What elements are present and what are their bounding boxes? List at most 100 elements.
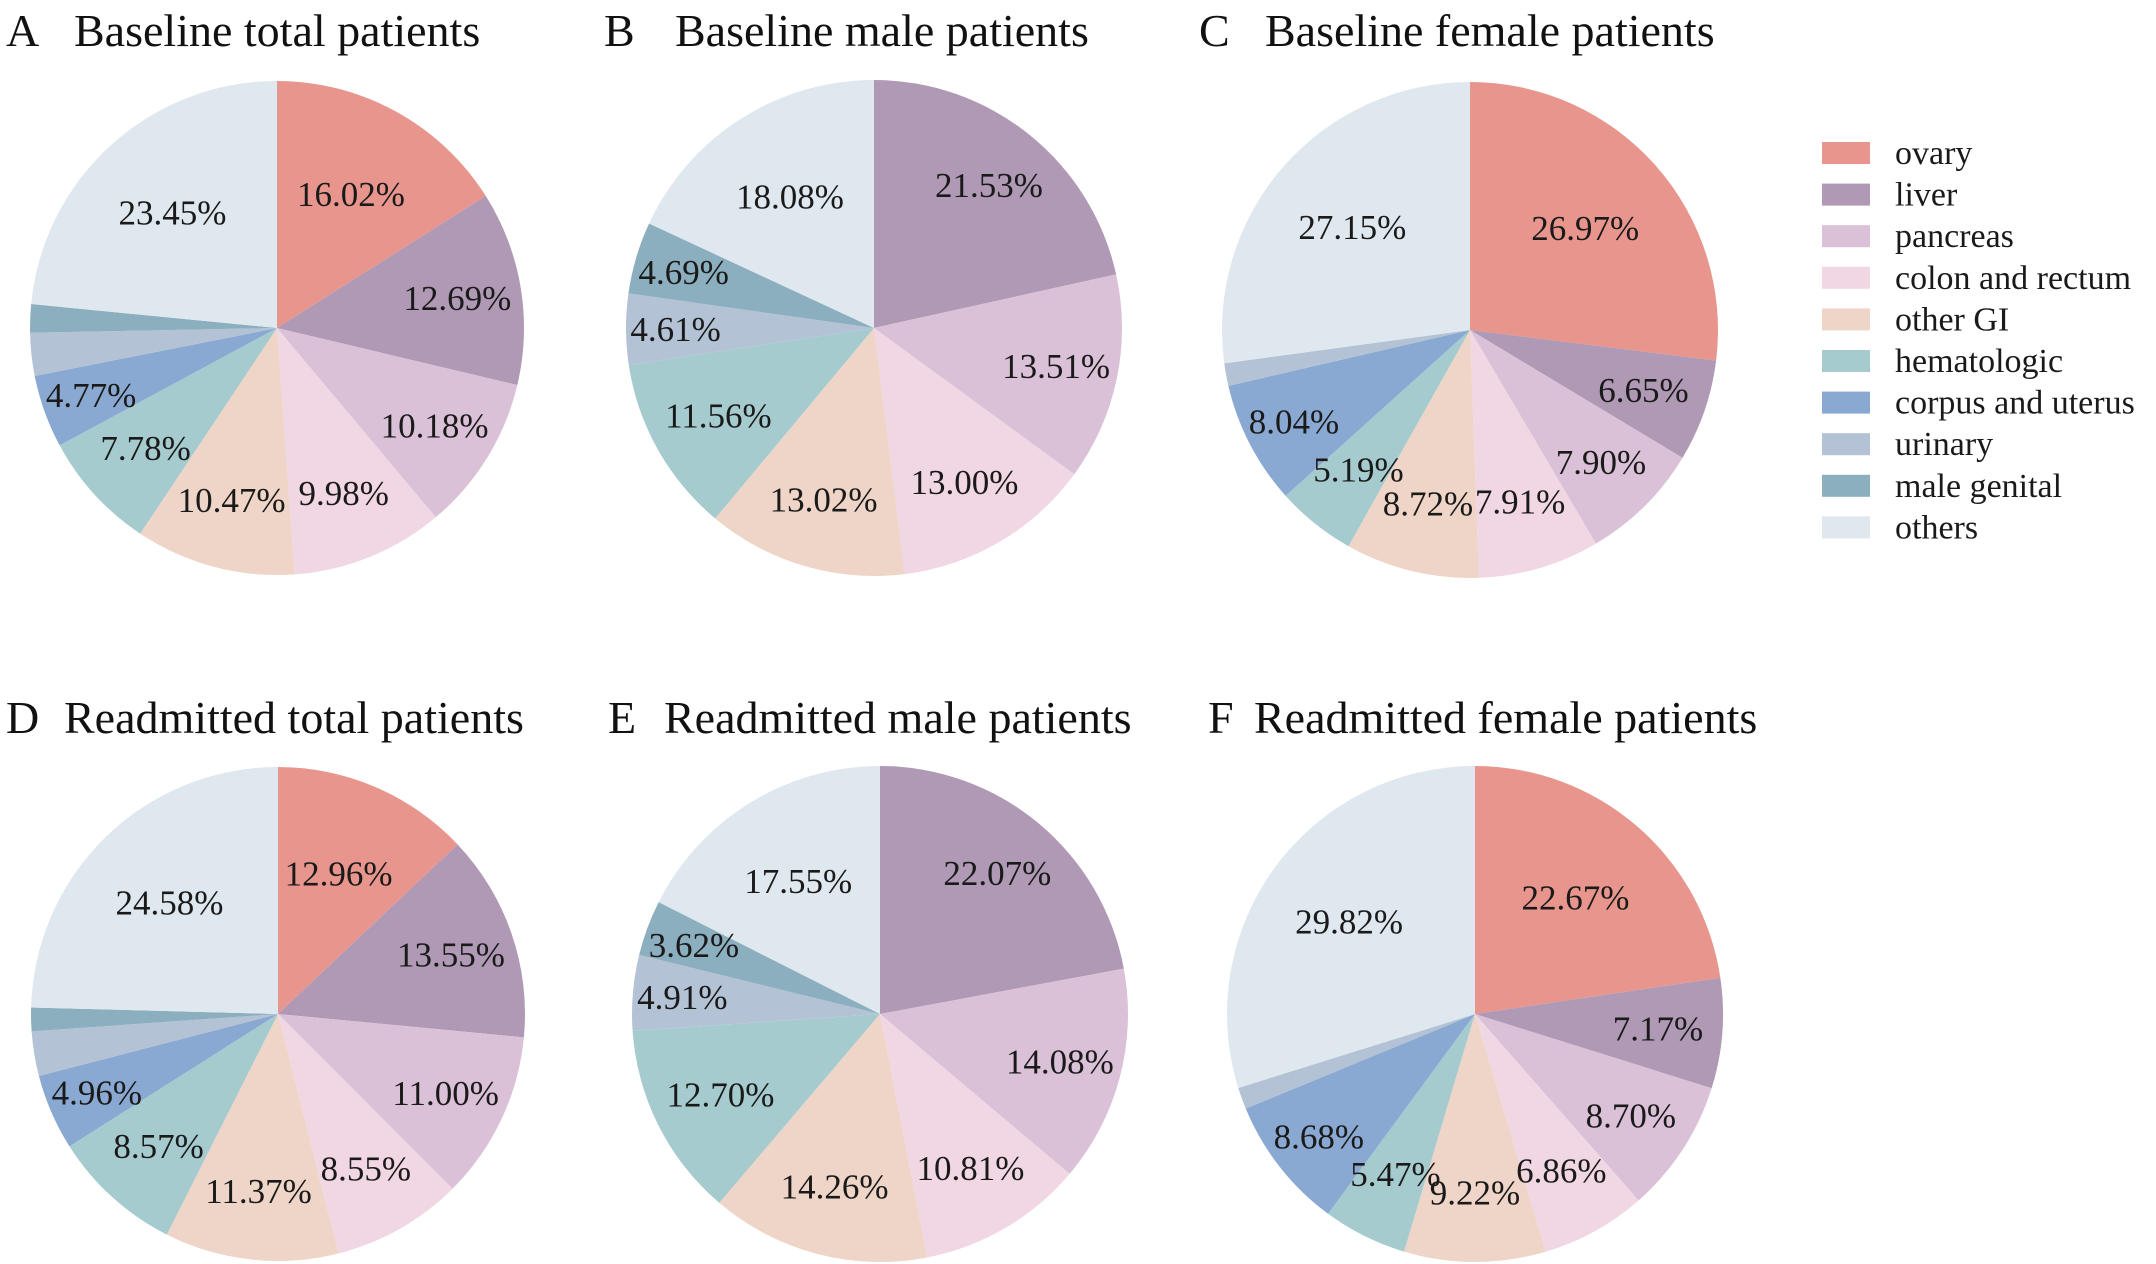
pie-labels: 21.53% 13.51% 13.00% 13.02% 11.56% 4.61% 4.69%… [630,166,1110,519]
pie-labels: 22.07% 14.08% 10.81% 14.26% 12.70% 4.91% 3.62%… [637,854,1114,1207]
slice-label-urinary: 4.91% [637,978,727,1017]
legend-item-male-genital: male genital [1822,468,2062,505]
slice-label-colon-and-rectum: 6.86% [1516,1151,1606,1190]
legend-swatch [1822,391,1870,414]
legend-label: other GI [1895,301,2009,338]
pie-slice-hematologic [69,1014,278,1235]
slice-label-liver: 12.69% [403,279,511,318]
pie-slice-other-gi [1404,1014,1546,1262]
panel-title: Readmitted total patients [64,692,524,743]
slice-label-pancreas: 14.08% [1006,1043,1114,1082]
slice-label-liver: 7.17% [1613,1010,1703,1049]
pie-slice-others [1222,81,1470,364]
slice-label-other-gi: 8.72% [1383,485,1473,524]
slice-label-hematologic: 11.56% [665,397,772,436]
pie-slice-pancreas [880,968,1129,1174]
slice-label-pancreas: 10.18% [381,406,489,445]
pie-slice-hematologic [628,328,874,519]
legend-label: hematologic [1895,343,2063,380]
slice-label-others: 18.08% [736,177,844,216]
slice-label-hematologic: 7.78% [100,429,190,468]
legend-label: others [1895,509,1978,546]
slice-label-colon-and-rectum: 7.91% [1475,482,1565,521]
slice-label-urinary: 4.61% [630,310,720,349]
slice-label-pancreas: 11.00% [392,1074,499,1113]
slice-label-male-genital: 3.62% [649,926,739,965]
legend-item-other-gi: other GI [1822,301,2009,338]
slice-label-pancreas: 7.90% [1556,443,1646,482]
pie-panel-c: C Baseline female patients 26.97% 6.65% 7.90… [1199,5,1718,578]
pie-slice-others [658,766,880,1014]
pie-slice-liver [1470,330,1717,458]
legend-item-pancreas: pancreas [1822,218,2014,255]
pie-slice-liver [880,766,1124,1014]
slice-label-others: 29.82% [1295,903,1403,942]
panel-letter: A [6,5,39,56]
pie-slice-urinary [31,1014,278,1077]
pie-slices [1227,766,1724,1262]
legend-item-urinary: urinary [1822,426,1993,463]
pie-slice-colon-and-rectum [880,1014,1070,1258]
legend-swatch [1822,474,1870,497]
pie-slice-liver [874,80,1117,328]
slice-label-liver: 21.53% [935,166,1043,205]
legend-swatch [1822,308,1870,331]
pie-slice-corpus-and-uterus [34,328,278,446]
pie-slice-urinary [1224,330,1470,386]
pie-labels: 26.97% 6.65% 7.90%7.91%8.72%5.19% 8.04% 27.1… [1249,208,1689,523]
pie-slice-others [649,80,874,328]
pie-slice-others [1227,766,1475,1088]
slice-label-other-gi: 11.37% [205,1172,312,1211]
pie-slice-other-gi [719,1014,928,1262]
pie-slice-hematologic [1328,1014,1475,1252]
pie-slices [30,81,525,576]
pie-panel-a: A Baseline total patients 16.02% 12.69% 10.1… [6,5,525,576]
slice-label-others: 27.15% [1298,208,1406,247]
panel-title: Readmitted male patients [664,692,1132,743]
legend-item-ovary: ovary [1822,135,1972,172]
pie-slice-ovary [1475,766,1721,1014]
legend-label: colon and rectum [1895,260,2131,297]
pie-slices [1222,81,1718,578]
slice-label-other-gi: 10.47% [178,481,286,520]
slice-label-liver: 22.07% [943,854,1051,893]
slice-label-colon-and-rectum: 8.55% [321,1150,411,1189]
pie-slice-hematologic [1285,330,1470,547]
slice-label-hematologic: 5.47% [1350,1155,1440,1194]
legend-label: corpus and uterus [1895,385,2135,422]
pie-slice-urinary [1238,1014,1475,1109]
legend-swatch [1822,142,1870,164]
pie-panel-e: E Readmitted male patients 22.07% 14.08% 10.… [608,692,1132,1262]
slice-label-others: 17.55% [744,862,852,901]
panel-title: Baseline total patients [74,5,480,56]
legend-label: liver [1895,177,1958,214]
panel-letter: E [608,692,636,743]
legend-item-hematologic: hematologic [1822,343,2063,380]
pie-slice-pancreas [1470,330,1683,544]
slice-label-liver: 6.65% [1598,371,1688,410]
legend-label: male genital [1895,468,2062,505]
pie-labels: 16.02% 12.69% 10.18% 9.98% 10.47% 7.78% 4.77% 2… [46,175,511,520]
panel-letter: C [1199,5,1230,56]
slice-label-ovary: 26.97% [1531,209,1639,248]
pie-slice-others [31,81,278,328]
pie-slice-colon-and-rectum [874,328,1075,575]
slice-label-male-genital: 4.69% [638,253,728,292]
legend-swatch [1822,350,1870,372]
pie-slice-other-gi [140,328,295,576]
legend-swatch [1822,266,1870,289]
legend-item-liver: liver [1822,177,1958,214]
pie-slice-colon-and-rectum [277,328,436,575]
legend-item-corpus-and-uterus: corpus and uterus [1822,385,2135,422]
pie-slice-other-gi [166,1014,339,1261]
pie-slice-colon-and-rectum [1475,1014,1639,1252]
slice-label-ovary: 22.67% [1522,879,1630,918]
pie-slice-corpus-and-uterus [38,1014,278,1147]
legend-label: pancreas [1895,218,2014,255]
pie-slice-male-genital [30,303,277,333]
legend: ovary liver pancreas colon and rectum other … [1822,135,2135,546]
slice-label-corpus-and-uterus: 4.77% [46,376,136,415]
slice-label-colon-and-rectum: 9.98% [298,474,388,513]
pie-slice-corpus-and-uterus [1245,1014,1475,1214]
